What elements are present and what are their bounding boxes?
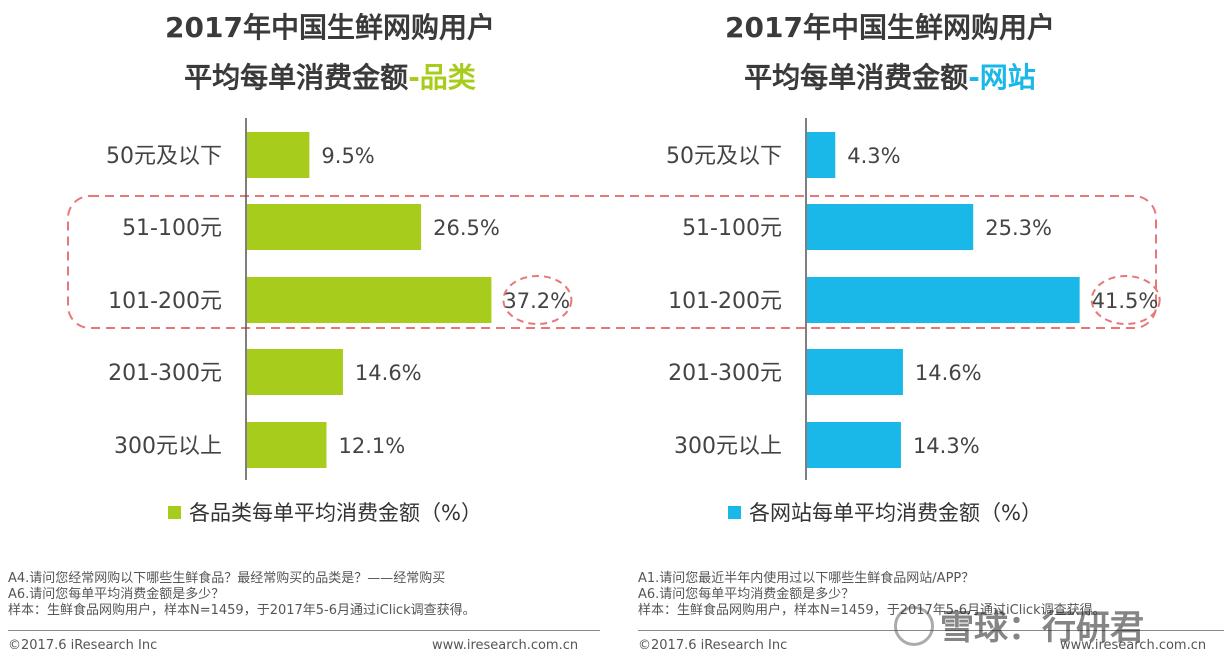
right-value-label: 41.5%	[1092, 289, 1159, 313]
right-category-label: 101-200元	[668, 289, 782, 314]
left-highlight-circle	[502, 275, 573, 325]
left-category-label: 50元及以下	[106, 144, 222, 169]
left-legend-label: 各品类每单平均消费金额（%）	[189, 501, 482, 525]
left-bar	[247, 349, 343, 395]
right-value-label: 14.3%	[913, 434, 980, 458]
right-title-highlight: -网站	[968, 61, 1036, 94]
left-legend-swatch	[168, 505, 181, 519]
left-bar	[247, 132, 310, 178]
right-note-line: A1.请问您最近半年内使用过以下哪些生鲜食品网站/APP？	[638, 571, 975, 586]
right-bar	[807, 277, 1080, 323]
right-category-label: 300元以上	[674, 434, 782, 459]
right-note-line: A6.请问您每单平均消费金额是多少？	[638, 587, 855, 602]
left-note-line: A6.请问您每单平均消费金额是多少？	[8, 587, 225, 602]
left-chart-title-line2: 平均每单消费金额-品类	[130, 56, 530, 96]
right-legend-label: 各网站每单平均消费金额（%）	[749, 501, 1042, 525]
right-bar	[807, 132, 836, 178]
left-title-main: 平均每单消费金额	[184, 61, 409, 94]
right-copyright: ©2017.6 iResearch Inc	[638, 638, 788, 653]
right-category-label: 51-100元	[682, 216, 782, 241]
left-chart-title-line1: 2017年中国生鲜网购用户	[165, 11, 495, 44]
watermark: 雪球：行研君	[940, 608, 1144, 648]
left-category-label: 201-300元	[108, 361, 222, 386]
left-bar	[247, 422, 327, 468]
left-legend: 各品类每单平均消费金额（%）	[168, 497, 482, 527]
left-footer-divider	[8, 630, 600, 631]
left-category-label: 101-200元	[108, 289, 222, 314]
watermark-logo-icon	[894, 606, 934, 646]
left-category-label: 51-100元	[122, 216, 222, 241]
left-bar	[247, 277, 492, 323]
right-value-label: 14.6%	[915, 361, 982, 385]
left-note-line: A4.请问您经常网购以下哪些生鲜食品？最经常购买的品类是？——经常购买	[8, 571, 446, 586]
left-category-label: 300元以上	[114, 434, 222, 459]
right-highlight-circle	[1090, 275, 1161, 325]
left-title-highlight: -品类	[408, 61, 476, 94]
right-bar	[807, 422, 901, 468]
left-value-label: 26.5%	[433, 216, 500, 240]
left-notes: A4.请问您经常网购以下哪些生鲜食品？最经常购买的品类是？——经常购买 A6.请…	[8, 571, 476, 619]
left-url: www.iresearch.com.cn	[432, 638, 579, 653]
left-value-label: 12.1%	[338, 434, 405, 458]
right-value-label: 4.3%	[847, 144, 900, 168]
right-url: www.iresearch.com.cn	[1060, 638, 1207, 653]
right-legend: 各网站每单平均消费金额（%）	[728, 497, 1042, 527]
right-notes: A1.请问您最近半年内使用过以下哪些生鲜食品网站/APP？ A6.请问您每单平均…	[638, 571, 1106, 619]
right-title-main: 平均每单消费金额	[744, 61, 969, 94]
right-category-label: 201-300元	[668, 361, 782, 386]
left-value-label: 37.2%	[503, 289, 570, 313]
right-bar	[807, 349, 903, 395]
left-copyright: ©2017.6 iResearch Inc	[8, 638, 158, 653]
right-chart-title-line2: 平均每单消费金额-网站	[690, 56, 1090, 96]
right-legend-swatch	[728, 505, 741, 519]
right-category-label: 50元及以下	[666, 144, 782, 169]
left-note-line: 样本：生鲜食品网购用户，样本N=1459，于2017年5-6月通过iClick调…	[8, 603, 476, 618]
left-value-label: 14.6%	[355, 361, 422, 385]
left-value-label: 9.5%	[321, 144, 374, 168]
right-bar	[807, 204, 974, 250]
right-chart-title-line1: 2017年中国生鲜网购用户	[725, 11, 1055, 44]
right-value-label: 25.3%	[985, 216, 1052, 240]
left-bar	[247, 204, 422, 250]
right-note-line: 样本：生鲜食品网购用户，样本N=1459，于2017年5-6月通过iClick调…	[638, 603, 1106, 618]
